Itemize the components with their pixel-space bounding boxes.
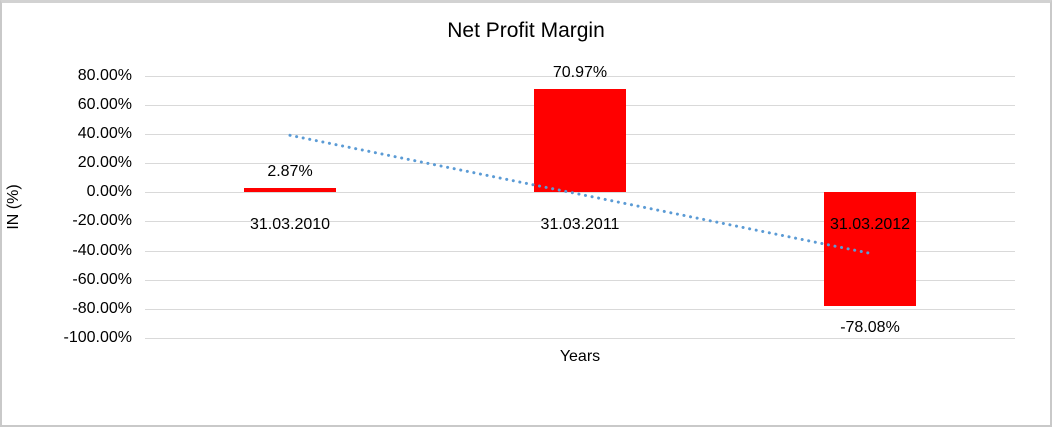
gridline [145,279,1015,281]
y-tick-label: 60.00% [77,95,132,113]
data-label: 2.87% [267,163,313,181]
y-tick-label: -60.00% [72,270,132,288]
bar [824,192,916,307]
bar [244,188,336,193]
y-tick-label: -20.00% [72,212,132,230]
y-tick-label: 0.00% [86,183,132,201]
y-tick-label: -40.00% [72,241,132,259]
y-tick-label: 80.00% [77,66,132,84]
data-label: 70.97% [552,63,608,81]
category-label: 31.03.2010 [249,216,331,234]
y-axis-title: IN (%) [5,184,22,230]
chart-title: Net Profit Margin [447,19,605,42]
gridline [145,308,1015,310]
data-label: -78.08% [840,319,900,337]
y-tick-label: -80.00% [72,299,132,317]
gridline [145,75,1015,77]
y-tick-label: 40.00% [77,125,132,142]
gridline [145,338,1015,339]
y-tick-label: 20.00% [77,154,132,172]
bar [534,88,626,193]
y-tick-label: -100.00% [63,329,133,346]
category-label: 31.03.2011 [540,216,620,234]
category-label: 31.03.2012 [829,216,911,234]
x-axis-title: Years [559,348,601,365]
